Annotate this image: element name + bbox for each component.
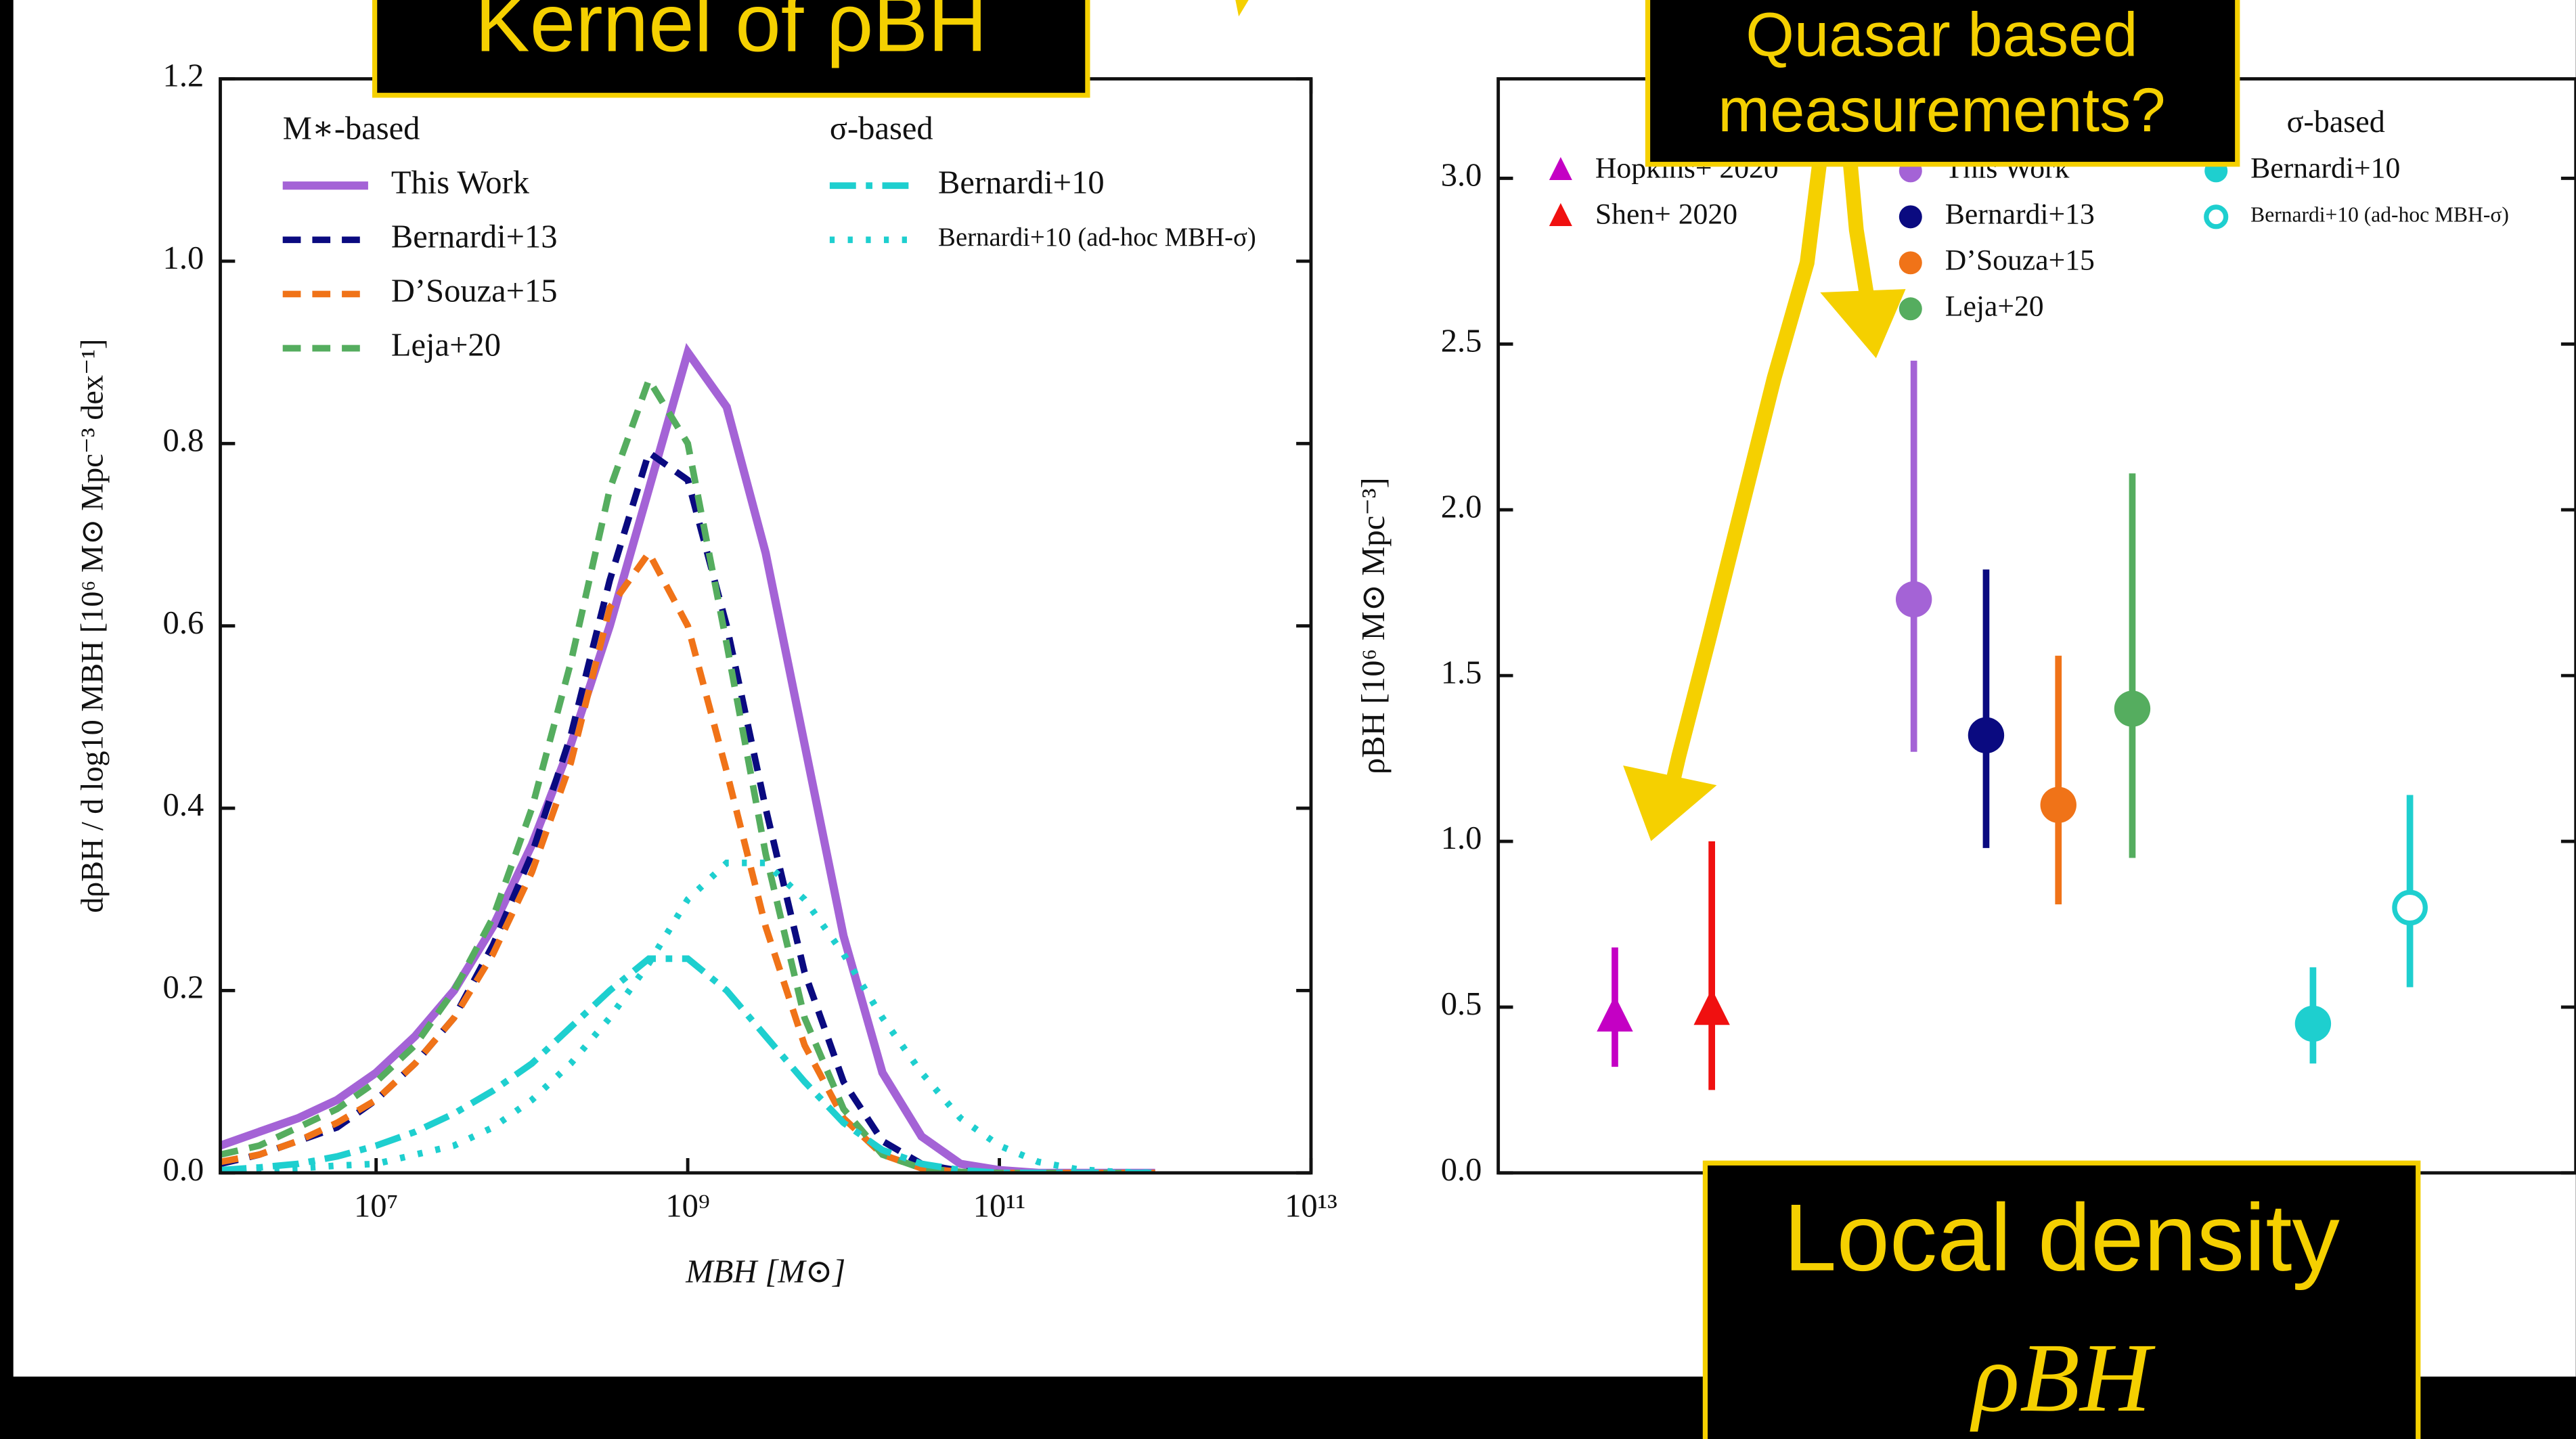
callout-box (1645, 0, 2240, 167)
y-tick-label: 1.2 (163, 58, 204, 94)
legend-title: σ-based (2287, 104, 2385, 139)
callout-text: Quasar based (1746, 0, 2137, 70)
y-axis-label: dρBH / d log10 MBH [10⁶ M⊙ Mpc⁻³ dex⁻¹] (75, 339, 110, 913)
legend-label: This Work (391, 164, 530, 200)
y-tick-label: 0.4 (163, 787, 204, 823)
x-tick-label: 10¹³ (1285, 1188, 1337, 1224)
data-point (2114, 690, 2151, 727)
y-tick-label: 2.5 (1441, 323, 1482, 359)
y-tick-label: 1.5 (1441, 655, 1482, 690)
legend-label: D’Souza+15 (1945, 244, 2095, 276)
data-point (2294, 1005, 2332, 1042)
x-tick-label: 10⁹ (665, 1188, 709, 1224)
callout-text: Kernel of ρBH (475, 0, 987, 69)
arrow-tip (1235, 0, 1249, 17)
data-point (1693, 988, 1730, 1025)
overlay: Kernel of ρBH Quasar based measurements?… (372, 0, 2421, 1439)
y-tick-label: 1.0 (1441, 820, 1482, 856)
line-series (220, 372, 1155, 1173)
legend-title: M∗-based (283, 110, 420, 146)
legend-title: σ-based (830, 110, 933, 146)
arrow (1842, 150, 1878, 320)
y-tick-label: 0.0 (163, 1152, 204, 1188)
y-tick-label: 3.0 (1441, 158, 1482, 194)
legend-label: Leja+20 (391, 328, 501, 363)
y-tick-label: 0.0 (1441, 1152, 1482, 1188)
callout-box (372, 0, 1090, 98)
data-point (1895, 581, 1932, 618)
legend-label: Leja+20 (1945, 290, 2044, 322)
legend-label: Bernardi+10 (938, 164, 1105, 200)
charts: 0.0 0.2 0.4 0.6 0.8 1.0 1.2 10⁷ 10⁹ 10¹¹ 10¹³ M∗-ba… (75, 58, 2576, 1289)
arrow (1660, 150, 1828, 813)
legend-label: Bernardi+13 (1945, 198, 2095, 230)
legend-label: D’Souza+15 (391, 273, 558, 309)
y-tick-label: 0.8 (163, 422, 204, 458)
callout-text: measurements? (1718, 75, 2165, 145)
legend-marker (1898, 297, 1922, 321)
y-axis-label: ρBH [10⁶ M⊙ Mpc⁻³] (1356, 477, 1392, 774)
legend-marker (1549, 157, 1572, 180)
line-series (220, 955, 1155, 1173)
x-tick-label: 10⁷ (354, 1188, 398, 1224)
x-axis-label: MBH [M⊙] (685, 1254, 845, 1289)
legend-label: Bernardi+13 (391, 219, 558, 254)
legend-label: Shen+ 2020 (1595, 198, 1737, 230)
y-tick-label: 0.2 (163, 970, 204, 1006)
data-point (2040, 787, 2077, 823)
line-series (220, 447, 1155, 1173)
callout-box (1702, 1160, 2421, 1439)
data-point (1597, 995, 1633, 1032)
legend-marker (1898, 251, 1922, 275)
legend-label: Bernardi+10 (ad-hoc MBH-σ) (2250, 203, 2509, 227)
data-point (1968, 717, 2005, 753)
y-tick-label: 0.6 (163, 605, 204, 641)
arrow-head (1820, 289, 1906, 359)
legend-marker (1898, 205, 1922, 229)
x-tick-label: 10¹¹ (973, 1188, 1026, 1224)
line-series (220, 546, 1155, 1173)
y-tick-label: 1.0 (163, 240, 204, 276)
callout-text: ρBH (1970, 1323, 2156, 1432)
legend-marker (2204, 204, 2229, 229)
legend-label: Bernardi+10 (2250, 152, 2400, 184)
slide-area (13, 0, 2576, 1377)
y-tick-label: 0.5 (1441, 986, 1482, 1022)
arrow-head (1623, 765, 1717, 841)
y-tick-label: 2.0 (1441, 489, 1482, 525)
data-point (2392, 889, 2428, 926)
legend-label: Bernardi+10 (ad-hoc MBH-σ) (938, 223, 1256, 252)
legend-marker (1549, 202, 1572, 226)
callout-text: Local density (1783, 1185, 2340, 1291)
line-series (220, 860, 1155, 1173)
